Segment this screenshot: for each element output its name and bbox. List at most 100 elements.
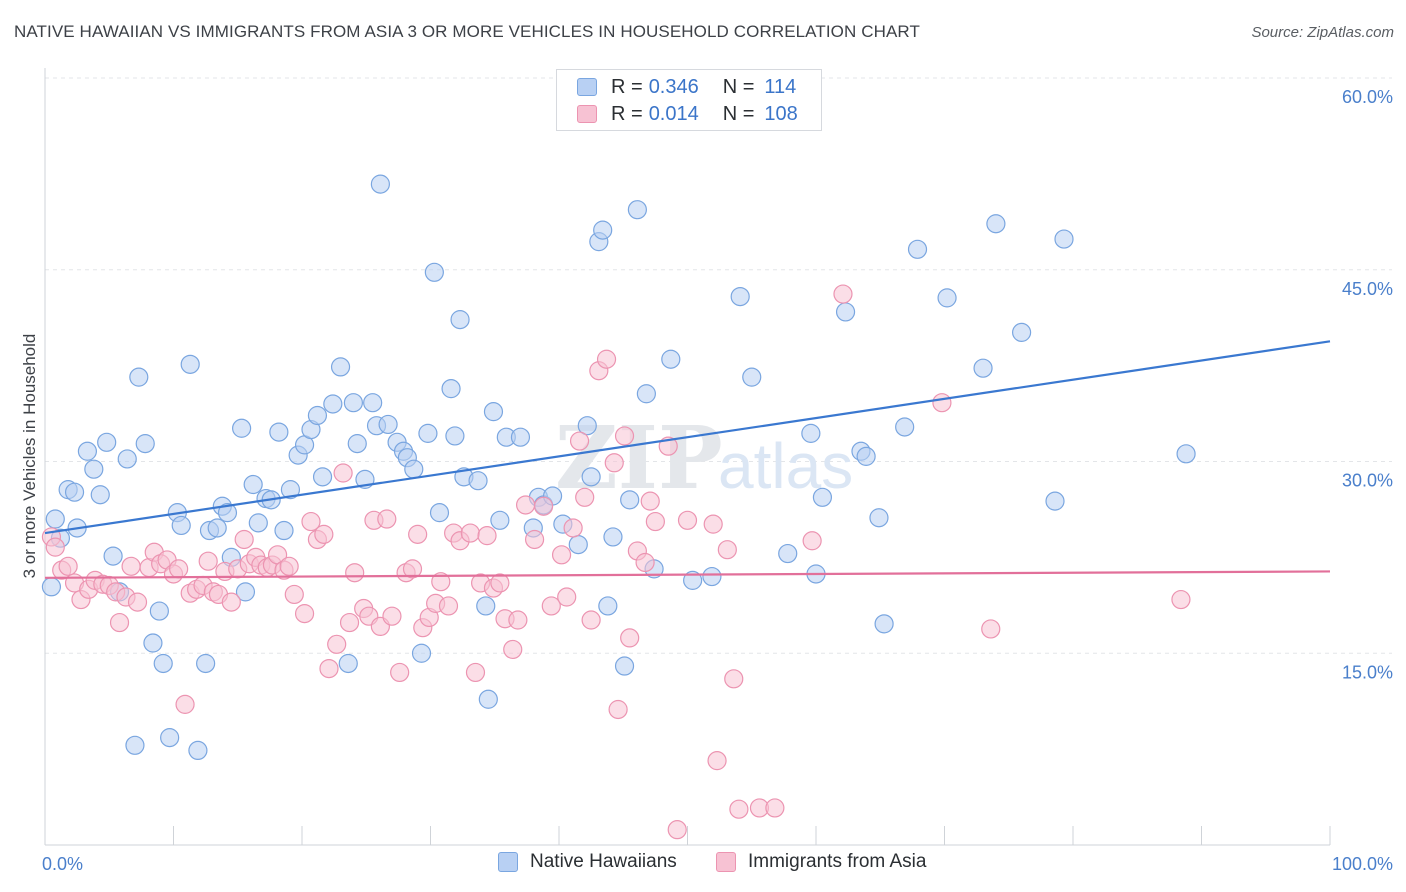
x-tick-label: 100.0% [1332,854,1393,874]
data-point-immigrant-asia [382,606,402,626]
data-point-native-hawaiian [129,367,149,387]
bottom-legend-immigrants-from-asia: Immigrants from Asia [716,851,926,873]
data-point-immigrant-asia [45,537,65,557]
data-point-immigrant-asia [833,284,853,304]
data-point-immigrant-asia [608,699,628,720]
data-point-native-hawaiian [338,653,358,674]
series-native-hawaiians [41,174,1196,761]
data-point-native-hawaiian [478,689,498,709]
data-point-immigrant-asia [109,612,130,633]
data-point-immigrant-asia [390,662,410,683]
legend-n-value: 108 [764,102,798,125]
data-point-native-hawaiian [312,467,333,487]
data-point-native-hawaiian [370,174,390,194]
data-point-immigrant-asia [515,495,536,515]
watermark-atlas: atlas [718,430,853,502]
data-point-native-hawaiian [895,417,915,437]
data-point-immigrant-asia [438,596,459,616]
data-point-native-hawaiian [97,432,117,452]
data-point-immigrant-asia [234,529,254,550]
data-point-native-hawaiian [869,508,889,528]
data-point-native-hawaiian [235,582,256,602]
data-point-native-hawaiian [411,643,432,663]
watermark: ZIP atlas [555,408,853,509]
axis-labels: 15.0% 30.0% 45.0% 60.0% 0.0% 100.0% 3 or more … [20,87,1393,874]
data-point-native-hawaiian [323,394,343,414]
data-point-immigrant-asia [569,431,590,451]
data-point-native-hawaiian [207,518,227,538]
data-point-native-hawaiian [404,459,424,479]
legend-row-native-hawaiians: R = 0.346 N = 114 [577,74,796,100]
data-point-immigrant-asia [551,545,572,565]
data-point-native-hawaiian [937,288,957,308]
data-point-native-hawaiian [476,596,496,616]
bottom-legend-swatch-blue [498,852,518,872]
bottom-legend-swatch-pink [716,852,736,872]
data-point-immigrant-asia [557,587,577,607]
data-point-native-hawaiian [330,357,351,377]
data-point-native-hawaiian [441,379,461,399]
data-point-native-hawaiian [64,482,85,502]
data-point-native-hawaiian [103,546,123,566]
data-point-immigrant-asia [339,612,360,633]
data-point-native-hawaiian [450,310,470,330]
source-label: Source: ZipAtlas.com [1251,24,1394,41]
data-point-native-hawaiian [568,534,588,555]
data-point-native-hawaiian [269,422,289,442]
chart-title: NATIVE HAWAIIAN VS IMMIGRANTS FROM ASIA … [14,22,920,41]
data-point-immigrant-asia [301,511,321,532]
data-point-immigrant-asia [121,556,141,576]
legend-n-label: N = [722,75,755,98]
data-point-native-hawaiian [812,487,833,507]
data-point-immigrant-asia [765,798,785,818]
data-point-immigrant-asia [377,509,397,529]
legend-n-label: N = [722,102,755,125]
data-point-native-hawaiian [801,423,821,443]
data-point-immigrant-asia [284,584,304,605]
trend-line-immigrants-from-asia [44,570,1331,579]
data-point-immigrant-asia [932,393,952,413]
data-point-immigrant-asia [724,669,744,689]
y-axis-title: 3 or more Vehicles in Household [20,334,39,579]
bottom-legend-label: Native Hawaiians [530,851,677,872]
data-point-immigrant-asia [596,349,617,369]
data-point-native-hawaiian [347,434,367,454]
data-point-native-hawaiian [41,577,62,597]
data-point-native-hawaiian [418,423,438,443]
data-point-immigrant-asia [604,453,624,473]
data-point-native-hawaiian [280,480,301,500]
data-point-native-hawaiian [429,503,450,523]
data-point-native-hawaiian [307,405,328,426]
data-point-native-hawaiian [627,200,647,220]
data-point-immigrant-asia [221,592,241,612]
data-point-native-hawaiian [45,509,65,529]
data-point-native-hawaiian [343,393,363,413]
data-point-native-hawaiian [90,485,110,505]
data-point-native-hawaiian [143,633,163,653]
data-point-native-hawaiian [363,393,383,413]
data-point-immigrant-asia [460,523,480,543]
x-tick-label: 0.0% [42,854,83,874]
data-point-native-hawaiian [835,302,856,322]
data-point-native-hawaiian [217,503,238,523]
data-point-native-hawaiian [636,384,656,404]
data-point-native-hawaiian [1045,491,1065,511]
data-point-immigrant-asia [402,559,423,579]
data-point-native-hawaiian [160,728,180,748]
grid-lines [45,77,1392,654]
data-point-immigrant-asia [1171,589,1191,610]
data-point-native-hawaiian [149,601,169,621]
data-point-immigrant-asia [620,628,640,648]
data-point-native-hawaiian [581,467,601,487]
data-point-native-hawaiian [1054,229,1074,249]
axes [44,68,1331,846]
data-point-immigrant-asia [314,524,334,544]
trend-lines [44,340,1331,579]
data-point-immigrant-asia [563,518,583,538]
data-point-native-hawaiian [188,740,208,761]
data-point-immigrant-asia [175,694,195,714]
data-point-native-hawaiian [778,543,798,564]
data-point-native-hawaiian [742,367,762,387]
data-point-native-hawaiian [378,414,398,435]
data-point-native-hawaiian [445,426,465,446]
